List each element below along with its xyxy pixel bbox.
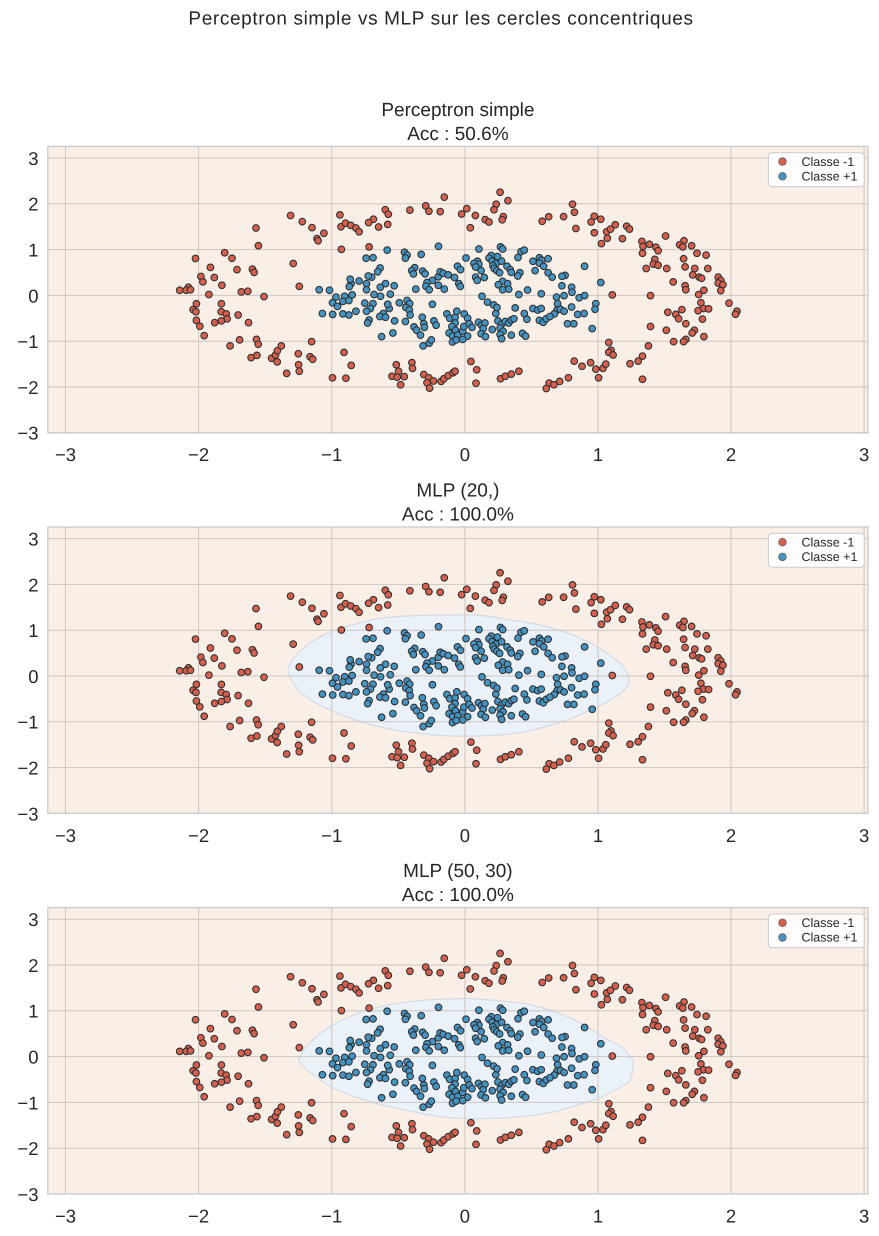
svg-text:0: 0 (28, 285, 38, 306)
svg-text:−2: −2 (188, 1205, 209, 1226)
svg-text:−3: −3 (17, 423, 38, 444)
svg-text:0: 0 (460, 444, 470, 465)
svg-text:−1: −1 (17, 1092, 38, 1113)
svg-text:1: 1 (28, 240, 38, 261)
svg-text:3: 3 (28, 148, 38, 169)
svg-text:−1: −1 (321, 1205, 342, 1226)
svg-text:0: 0 (460, 1205, 470, 1226)
svg-text:Perceptron simple: Perceptron simple (381, 100, 534, 121)
svg-text:Classe -1: Classe -1 (802, 916, 855, 930)
svg-text:−3: −3 (55, 444, 76, 465)
svg-text:0: 0 (28, 1047, 38, 1068)
svg-text:−2: −2 (17, 758, 38, 779)
svg-text:Classe +1: Classe +1 (802, 170, 858, 184)
svg-text:−2: −2 (188, 825, 209, 846)
svg-text:Classe -1: Classe -1 (802, 535, 855, 549)
svg-text:0: 0 (460, 825, 470, 846)
svg-text:2: 2 (726, 444, 736, 465)
svg-text:−1: −1 (321, 444, 342, 465)
svg-text:1: 1 (593, 444, 603, 465)
svg-text:2: 2 (726, 825, 736, 846)
svg-text:−2: −2 (17, 1138, 38, 1159)
svg-text:Acc : 100.0%: Acc : 100.0% (402, 504, 514, 525)
svg-text:−1: −1 (321, 825, 342, 846)
svg-text:3: 3 (859, 1205, 869, 1226)
svg-text:0: 0 (28, 666, 38, 687)
svg-text:Classe +1: Classe +1 (802, 550, 858, 564)
svg-text:1: 1 (28, 620, 38, 641)
svg-text:3: 3 (28, 529, 38, 550)
svg-text:2: 2 (28, 194, 38, 215)
svg-text:MLP (20,): MLP (20,) (416, 481, 499, 502)
svg-text:Classe -1: Classe -1 (802, 155, 855, 169)
svg-text:−1: −1 (17, 712, 38, 733)
svg-text:3: 3 (28, 909, 38, 930)
svg-text:Classe +1: Classe +1 (802, 931, 858, 945)
svg-text:2: 2 (28, 955, 38, 976)
svg-text:1: 1 (593, 1205, 603, 1226)
svg-text:2: 2 (28, 574, 38, 595)
svg-text:Acc : 100.0%: Acc : 100.0% (402, 885, 514, 906)
svg-text:−3: −3 (17, 803, 38, 824)
svg-text:1: 1 (593, 825, 603, 846)
svg-text:−1: −1 (17, 331, 38, 352)
svg-text:3: 3 (859, 444, 869, 465)
svg-text:3: 3 (859, 825, 869, 846)
svg-text:−3: −3 (55, 825, 76, 846)
svg-text:2: 2 (726, 1205, 736, 1226)
svg-text:−2: −2 (188, 444, 209, 465)
svg-text:−2: −2 (17, 377, 38, 398)
svg-text:−3: −3 (55, 1205, 76, 1226)
svg-text:Acc : 50.6%: Acc : 50.6% (407, 124, 508, 145)
svg-text:MLP (50, 30): MLP (50, 30) (403, 861, 512, 882)
svg-text:−3: −3 (17, 1184, 38, 1205)
svg-text:1: 1 (28, 1001, 38, 1022)
svg-text:Perceptron simple vs MLP sur l: Perceptron simple vs MLP sur les cercles… (188, 9, 693, 30)
